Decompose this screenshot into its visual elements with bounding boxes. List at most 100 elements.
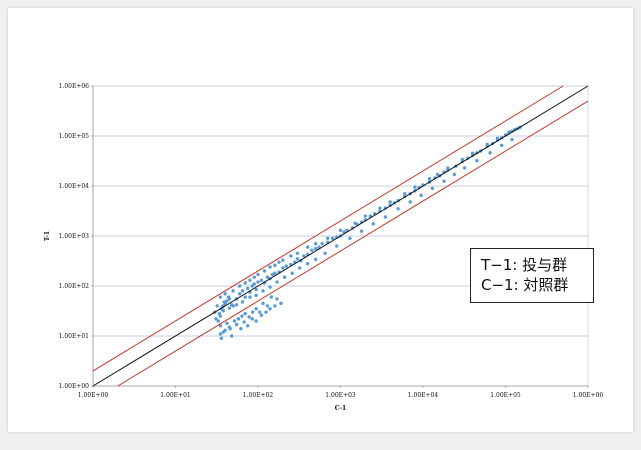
scatter-point — [295, 251, 300, 256]
scatter-point — [488, 151, 492, 155]
y-tick-label-4: 1.00E+04 — [59, 183, 90, 190]
scatter-point — [240, 289, 245, 293]
x-tick-label-3: 1.00E+03 — [325, 392, 356, 399]
scatter-point — [234, 322, 239, 327]
scatter-point — [254, 293, 258, 298]
reference-line-upper — [92, 85, 564, 372]
scatter-point — [236, 317, 241, 321]
legend: T−1: 投与群 C−1: 対照群 — [470, 248, 594, 303]
scatter-point — [305, 245, 310, 249]
scatter-point — [262, 269, 267, 273]
scatter-point — [245, 324, 250, 328]
scatter-point — [430, 186, 435, 190]
scatter-point — [462, 166, 467, 170]
scatter-point — [442, 179, 446, 183]
scatter-point — [378, 206, 382, 210]
scatter-point — [485, 142, 489, 147]
scatter-point — [248, 295, 252, 299]
scatter-point — [419, 193, 423, 198]
y-tick-label-2: 1.00E+02 — [59, 283, 90, 290]
scatter-point — [408, 200, 412, 204]
scatter-point — [214, 317, 218, 321]
scatter-point — [237, 284, 242, 288]
scatter-point — [226, 295, 231, 299]
scatter-point — [230, 334, 234, 338]
reference-lines — [92, 85, 589, 387]
scatter-point — [254, 319, 258, 323]
scatter-point — [215, 304, 219, 308]
scatter-point — [258, 310, 262, 314]
scatter-point — [259, 313, 264, 317]
x-tick-label-0: 1.00E+00 — [78, 392, 109, 399]
scatter-point — [250, 310, 255, 314]
scatter-point — [227, 325, 232, 329]
scatter-point — [290, 271, 294, 275]
scatter-point — [320, 242, 324, 246]
scatter-point — [313, 257, 318, 262]
chart-figure: 1.00E+00 1.00E+01 1.00E+02 1.00E+03 1.00E+04… — [8, 8, 633, 432]
scatter-point — [242, 320, 246, 324]
scatter-point — [279, 301, 283, 306]
scatter-point — [247, 315, 251, 319]
scatter-point — [219, 336, 224, 340]
y-tick-label-1: 1.00E+01 — [59, 333, 89, 340]
x-tick-label-1: 1.00E+01 — [160, 392, 190, 399]
scatter-point — [256, 280, 260, 284]
scatter-point — [363, 214, 368, 218]
scatter-point — [313, 242, 318, 246]
scatter-point — [273, 263, 277, 267]
scatter-point — [396, 207, 400, 211]
legend-line-treatment: T−1: 投与群 — [481, 256, 568, 274]
scatter-point — [475, 159, 479, 163]
y-tick-label-5: 1.00E+05 — [59, 133, 90, 140]
scatter-point — [275, 280, 279, 284]
scatter-point — [435, 172, 440, 177]
scatter-point — [227, 306, 232, 310]
scatter-point — [243, 295, 247, 299]
scatter-point — [216, 319, 220, 323]
scatter-point — [231, 304, 235, 308]
scatter-point — [281, 258, 285, 262]
scatter-point — [268, 285, 272, 289]
scatter-point — [234, 303, 239, 307]
scatter-point — [353, 221, 357, 225]
tick-labels: 1.00E+00 1.00E+01 1.00E+02 1.00E+03 1.00E+04… — [59, 83, 604, 399]
scatter-point — [273, 271, 277, 275]
scatter-point — [243, 311, 247, 316]
scatter-point — [277, 260, 281, 264]
scatter-point — [218, 332, 223, 336]
y-axis-title: T-1 — [44, 231, 51, 241]
scatter-point — [223, 328, 227, 333]
scatter-point — [243, 281, 247, 285]
scatter-point — [338, 228, 343, 233]
scatter-point — [470, 151, 475, 156]
scatter-points — [213, 125, 522, 340]
scatter-point — [500, 143, 504, 148]
scatter-point — [256, 272, 260, 277]
scatter-point — [240, 314, 244, 318]
scatter-point — [460, 157, 465, 162]
scatter-point — [252, 275, 256, 279]
scatter-point — [231, 289, 235, 293]
scatter-point — [275, 297, 279, 301]
scatter-point — [281, 266, 285, 270]
scatter-point — [330, 236, 335, 240]
scatter-point — [289, 254, 293, 258]
scatter-point — [222, 300, 226, 304]
legend-line-control: C−1: 対照群 — [481, 276, 569, 294]
scatter-chart: 1.00E+00 1.00E+01 1.00E+02 1.00E+03 1.00E+04… — [44, 83, 604, 412]
scatter-point — [252, 282, 256, 286]
scatter-point — [446, 166, 450, 170]
scatter-point — [232, 319, 237, 323]
scatter-point — [510, 137, 514, 142]
scatter-point — [359, 229, 364, 233]
scatter-point — [388, 200, 392, 204]
scatter-point — [268, 307, 272, 311]
scatter-point — [269, 295, 274, 299]
scatter-point — [250, 317, 254, 321]
scatter-point — [254, 287, 258, 292]
scatter-point — [402, 192, 407, 196]
reference-line-lower — [117, 100, 589, 387]
scatter-point — [295, 257, 300, 261]
scatter-point — [427, 176, 432, 181]
